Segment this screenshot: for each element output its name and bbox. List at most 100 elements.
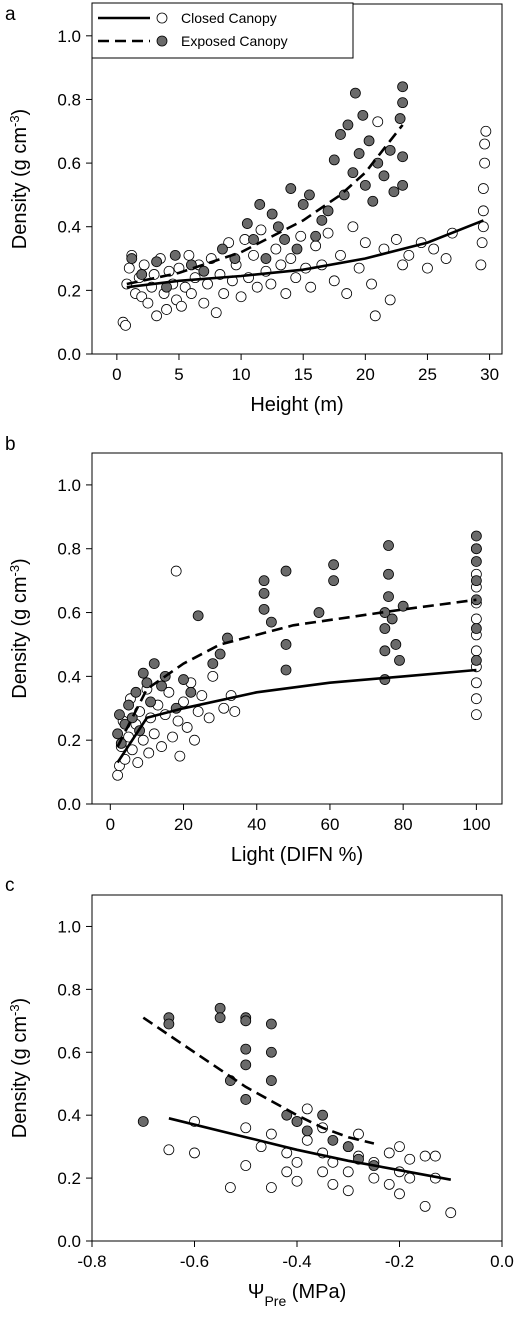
- point-closed-c-36: [419, 1201, 431, 1212]
- x-tick-label-b-2: 40: [247, 815, 266, 834]
- point-exposed-b-19: [214, 648, 226, 660]
- point-closed-a-71: [440, 253, 452, 264]
- point-closed-a-78: [479, 138, 491, 150]
- legend-closed-label: Closed Canopy: [181, 10, 277, 26]
- point-exposed-a-42: [397, 151, 409, 163]
- y-axis-title-c: Density (g cm-3): [7, 998, 32, 1138]
- y-tick-label-b-3: 0.6: [57, 604, 81, 623]
- point-closed-b-24: [178, 696, 189, 708]
- point-exposed-a-20: [310, 230, 322, 242]
- point-closed-c-22: [342, 1185, 354, 1197]
- point-exposed-b-48: [470, 530, 482, 542]
- x-axis-title-a: Height (m): [250, 394, 343, 416]
- point-closed-a-77: [479, 157, 491, 169]
- x-tick-label-a-5: 25: [418, 365, 437, 384]
- point-exposed-a-22: [322, 205, 334, 217]
- point-closed-a-69: [422, 262, 433, 274]
- point-closed-c-34: [404, 1153, 416, 1165]
- point-exposed-b-8: [137, 667, 149, 679]
- point-exposed-a-14: [272, 221, 284, 233]
- y-tick-label-b-4: 0.8: [57, 540, 81, 559]
- legend-exposed-marker-icon: [156, 35, 168, 47]
- point-exposed-a-15: [279, 234, 290, 245]
- point-exposed-a-7: [217, 243, 228, 255]
- x-tick-label-b-4: 80: [394, 815, 413, 834]
- point-closed-a-75: [477, 205, 489, 217]
- point-exposed-b-36: [383, 568, 394, 580]
- point-closed-a-22: [183, 249, 195, 261]
- point-exposed-a-21: [316, 214, 328, 226]
- point-exposed-b-0: [112, 728, 124, 740]
- x-tick-label-b-0: 0: [106, 815, 115, 834]
- y-tick-label-c-4: 0.8: [57, 980, 81, 999]
- point-closed-a-29: [210, 307, 222, 319]
- point-closed-c-3: [224, 1182, 236, 1193]
- point-closed-c-37: [429, 1150, 441, 1162]
- point-closed-a-62: [372, 116, 384, 128]
- point-exposed-a-41: [397, 179, 409, 191]
- point-closed-b-39: [470, 645, 482, 657]
- point-closed-a-15: [161, 304, 172, 315]
- point-exposed-c-10: [240, 1094, 252, 1105]
- y-tick-label-a-3: 0.6: [57, 154, 81, 173]
- point-closed-a-73: [475, 259, 487, 271]
- point-exposed-b-24: [265, 616, 277, 628]
- point-closed-a-54: [328, 275, 340, 287]
- point-closed-a-31: [218, 288, 230, 299]
- panel-letter-a: a: [5, 4, 16, 25]
- point-exposed-a-35: [378, 170, 390, 182]
- y-tick-label-c-1: 0.2: [57, 1169, 81, 1188]
- point-exposed-b-46: [470, 556, 482, 567]
- point-closed-b-21: [170, 565, 182, 577]
- fit-line-exposed-c: [142, 1016, 375, 1145]
- point-exposed-b-39: [390, 639, 402, 650]
- point-closed-a-51: [310, 240, 322, 252]
- point-closed-b-35: [470, 709, 482, 721]
- point-closed-c-9: [281, 1166, 293, 1178]
- point-closed-a-26: [198, 297, 210, 309]
- legend-box: [91, 2, 354, 59]
- point-exposed-b-32: [379, 645, 391, 657]
- y-tick-label-b-5: 1.0: [57, 476, 81, 495]
- point-closed-a-47: [290, 272, 302, 284]
- point-closed-b-28: [192, 706, 204, 717]
- x-tick-label-b-5: 100: [462, 815, 490, 834]
- point-exposed-b-40: [394, 655, 405, 666]
- point-closed-a-45: [280, 288, 292, 299]
- point-exposed-c-4: [214, 1012, 226, 1024]
- point-closed-c-29: [383, 1147, 395, 1159]
- point-exposed-a-37: [388, 186, 400, 198]
- panel-b: 0.0 0.2 0.4 0.6 0.8 1.0 0 20 40 60 80 100 Density (g…: [7, 452, 503, 866]
- y-tick-label-c-0: 0.0: [57, 1232, 81, 1251]
- point-closed-c-0: [163, 1144, 175, 1156]
- point-closed-a-46: [285, 253, 297, 264]
- point-exposed-a-23: [328, 154, 340, 166]
- point-exposed-b-17: [192, 610, 204, 622]
- point-exposed-c-3: [214, 1002, 226, 1014]
- point-closed-b-41: [470, 613, 482, 625]
- point-exposed-b-6: [130, 686, 142, 698]
- point-closed-a-20: [176, 300, 187, 312]
- y-axis-title-a: Density (g cm-3): [7, 109, 32, 249]
- point-exposed-c-12: [265, 1046, 277, 1058]
- x-tick-label-c-0: -0.8: [77, 1252, 106, 1271]
- point-exposed-a-2: [151, 256, 163, 268]
- x-tick-label-a-0: 0: [112, 365, 121, 384]
- y-tick-label-a-4: 0.8: [57, 90, 81, 109]
- point-exposed-c-0: [137, 1116, 149, 1127]
- point-exposed-a-0: [126, 253, 138, 264]
- point-closed-c-28: [383, 1178, 395, 1190]
- point-exposed-b-37: [383, 540, 394, 551]
- x-tick-label-c-1: -0.6: [180, 1252, 209, 1271]
- point-closed-b-22: [172, 715, 184, 727]
- point-exposed-b-16: [185, 686, 197, 698]
- point-exposed-b-9: [141, 677, 153, 689]
- point-exposed-b-22: [258, 588, 270, 599]
- point-closed-c-14: [301, 1134, 313, 1146]
- point-closed-c-13: [291, 1175, 303, 1187]
- point-exposed-a-19: [304, 189, 315, 201]
- point-exposed-b-30: [328, 575, 340, 587]
- fit-line-closed-c: [168, 1117, 452, 1181]
- point-closed-c-4: [240, 1160, 252, 1171]
- point-closed-b-19: [163, 686, 175, 698]
